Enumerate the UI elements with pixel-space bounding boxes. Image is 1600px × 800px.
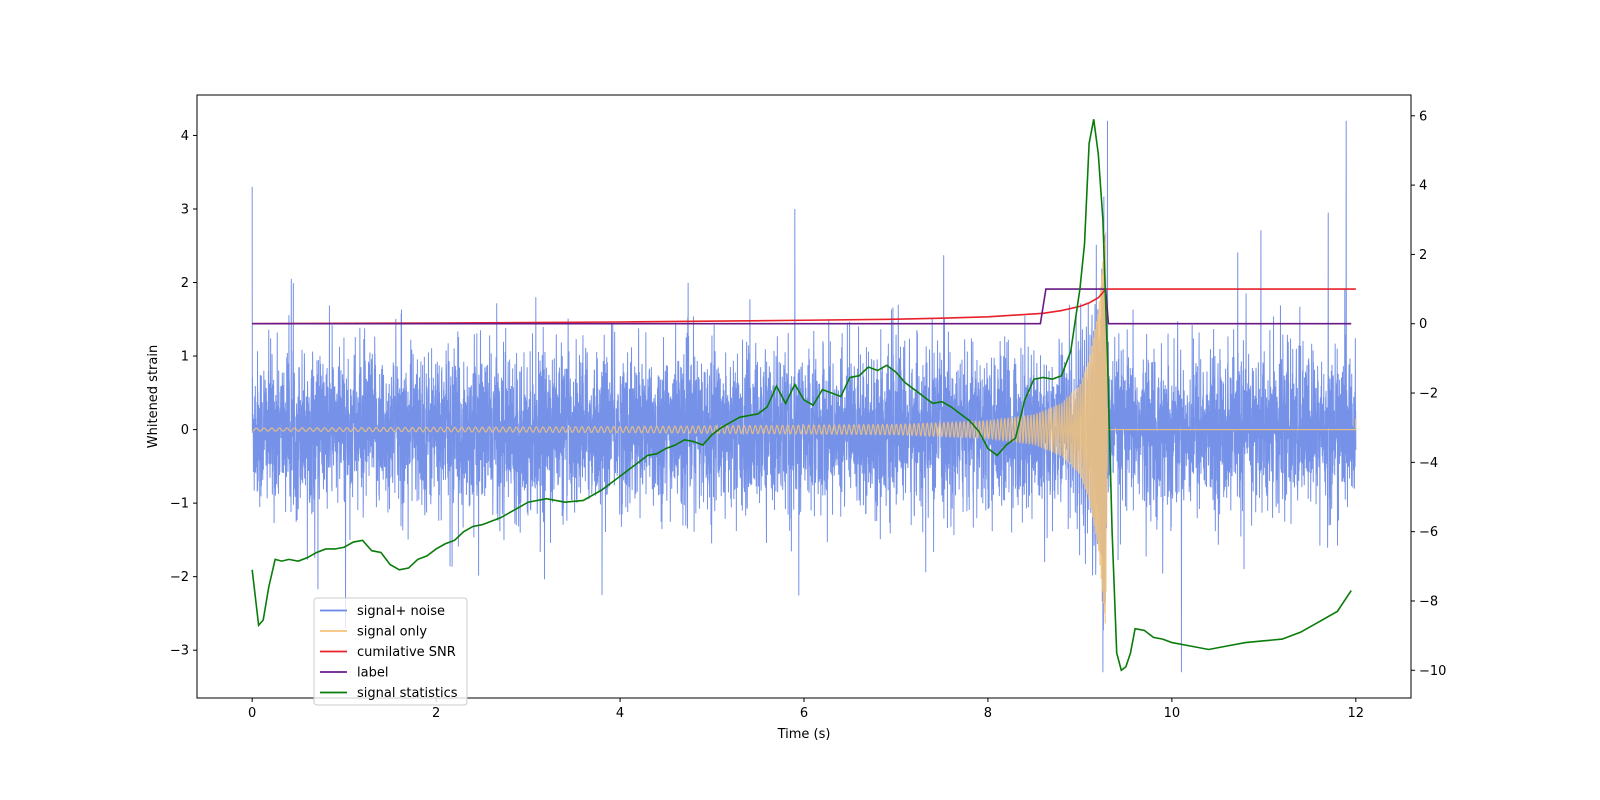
legend-entry-label: cumilative SNR bbox=[357, 645, 456, 660]
x-tick-label: 4 bbox=[616, 706, 624, 721]
y2-tick-label: 6 bbox=[1419, 109, 1427, 124]
y2-tick-label: 0 bbox=[1419, 317, 1427, 332]
y-tick-label: 0 bbox=[181, 423, 189, 438]
x-tick-label: 6 bbox=[800, 706, 808, 721]
series-signal-noise-line bbox=[251, 120, 1357, 673]
y-tick-label: 3 bbox=[181, 202, 189, 217]
y2-tick-label: 4 bbox=[1419, 179, 1427, 194]
series-label-line bbox=[252, 288, 1352, 325]
legend-entry-label: signal statistics bbox=[357, 686, 458, 701]
x-tick-label: 0 bbox=[248, 706, 256, 721]
x-tick-label: 12 bbox=[1348, 706, 1365, 721]
series-cumulative-snr-line bbox=[252, 288, 1356, 325]
y2-tick-label: −4 bbox=[1419, 456, 1438, 471]
plot-area bbox=[251, 119, 1357, 673]
y2-tick-label: −8 bbox=[1419, 594, 1438, 609]
x-tick-label: 10 bbox=[1164, 706, 1181, 721]
x-axis-label: Time (s) bbox=[777, 727, 831, 742]
x-tick-label: 2 bbox=[432, 706, 440, 721]
x-tick-label: 8 bbox=[984, 706, 992, 721]
y2-tick-label: −6 bbox=[1419, 525, 1438, 540]
series-signal-only-line bbox=[252, 232, 1357, 624]
legend-entry-label: label bbox=[357, 666, 388, 681]
y-axis-label: Whitened strain bbox=[146, 345, 161, 448]
y2-tick-label: 2 bbox=[1419, 248, 1427, 263]
y-tick-label: 2 bbox=[181, 276, 189, 291]
y-tick-label: −2 bbox=[170, 570, 189, 585]
series-signal-statistics-line bbox=[251, 119, 1352, 672]
legend-entry-label: signal+ noise bbox=[357, 604, 445, 619]
y-tick-label: −3 bbox=[170, 644, 189, 659]
legend-entry-label: signal only bbox=[357, 625, 427, 640]
y-tick-label: 1 bbox=[181, 350, 189, 365]
legend: signal+ noise signal only cumilative SNR la… bbox=[313, 597, 468, 706]
y-tick-label: 4 bbox=[181, 129, 189, 144]
y2-tick-label: −10 bbox=[1419, 664, 1446, 679]
legend-box bbox=[313, 597, 468, 706]
y2-tick-label: −2 bbox=[1419, 387, 1438, 402]
y-tick-label: −1 bbox=[170, 497, 189, 512]
